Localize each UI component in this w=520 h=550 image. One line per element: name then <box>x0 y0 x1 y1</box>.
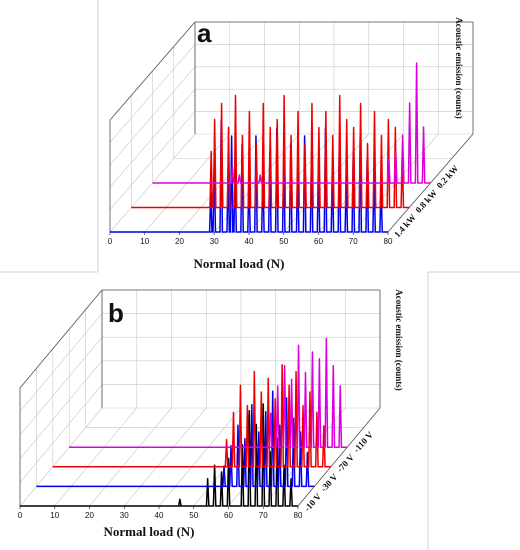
depth-tick-label: 1.4 kW <box>392 212 418 239</box>
left-wall-hgrid <box>109 89 196 188</box>
depth-tick-label: -30 V <box>318 471 340 493</box>
x-tick-label: 20 <box>85 511 94 520</box>
series-line--70V <box>52 364 331 468</box>
x-tick-label: 80 <box>384 237 393 246</box>
z-axis-label: Acoustic emission (counts) <box>454 17 464 119</box>
series-line--30V <box>36 390 315 488</box>
x-tick-label: 50 <box>279 237 288 246</box>
x-tick-label: 80 <box>294 511 303 520</box>
series-line-0.2kW <box>152 62 431 184</box>
left-wall-hgrid <box>19 337 103 436</box>
depth-tick-label: 0.8 kW <box>413 188 439 215</box>
floor-grid-line <box>124 407 207 507</box>
depth-tick-label: -110 V <box>351 429 375 454</box>
x-tick-label: 70 <box>259 511 268 520</box>
floor-grid-line <box>89 407 172 507</box>
left-wall-hgrid <box>109 44 196 143</box>
x-tick-label: 60 <box>224 511 233 520</box>
x-tick-label: 60 <box>314 237 323 246</box>
x-tick-label: 20 <box>175 237 184 246</box>
chart-panel-a: 0 10 20 30 40 50 60 70 801.4 kW0.8 kW0.2 kW a Norm… <box>108 17 474 271</box>
x-axis-label: Normal load (N) <box>104 524 195 539</box>
left-wall-hgrid <box>109 66 196 165</box>
x-tick-label: 30 <box>210 237 219 246</box>
depth-tick-label: 0.2 kW <box>435 163 461 190</box>
axis-edge <box>109 21 196 121</box>
x-tick-label: 10 <box>140 237 149 246</box>
left-wall-hgrid <box>109 111 196 210</box>
axis-edge <box>19 289 103 389</box>
z-axis-label: Acoustic emission (counts) <box>394 289 404 391</box>
floor-grid-line <box>54 407 137 507</box>
series-line-0.8kW <box>131 94 410 209</box>
x-tick-label: 40 <box>155 511 164 520</box>
left-wall-hgrid <box>19 360 103 459</box>
series-line--10V <box>20 403 298 507</box>
series-line--110V <box>69 337 348 448</box>
axis-edge <box>297 407 381 507</box>
x-tick-label: 0 <box>108 237 113 246</box>
depth-tick-label: -70 V <box>335 452 357 474</box>
x-axis-label: Normal load (N) <box>194 256 285 271</box>
panel-label: a <box>197 18 212 48</box>
x-tick-label: 10 <box>50 511 59 520</box>
x-tick-label: 40 <box>245 237 254 246</box>
panel-label: b <box>108 298 124 328</box>
x-tick-label: 30 <box>120 511 129 520</box>
floor-grid-line <box>158 407 242 507</box>
left-wall-hgrid <box>19 384 103 483</box>
chart-panel-b: 0 10 20 30 40 50 60 70 80-10 V-30 V-70 V-110 V b N… <box>18 289 404 539</box>
x-tick-label: 70 <box>349 237 358 246</box>
left-wall-hgrid <box>19 313 103 412</box>
depth-tick-label: -10 V <box>302 491 324 513</box>
x-tick-label: 50 <box>189 511 198 520</box>
floor-grid-line <box>19 407 103 507</box>
x-tick-label: 0 <box>18 511 23 520</box>
